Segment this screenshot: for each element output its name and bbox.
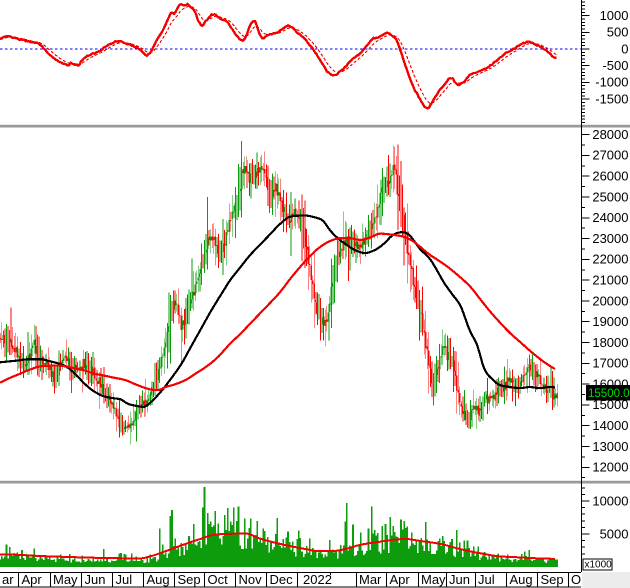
svg-text:Sep: Sep [178,572,201,587]
svg-text:12000: 12000 [592,460,628,475]
svg-text:Nov: Nov [239,572,263,587]
svg-text:Jul: Jul [478,572,495,587]
svg-text:-1000: -1000 [595,75,628,90]
svg-text:24000: 24000 [592,210,628,225]
svg-text:14000: 14000 [592,418,628,433]
svg-text:Dec: Dec [270,572,294,587]
svg-text:May: May [421,572,446,587]
svg-text:1000: 1000 [600,8,629,23]
svg-text:5000: 5000 [600,526,629,541]
svg-text:26000: 26000 [592,169,628,184]
svg-text:Oct: Oct [571,572,592,587]
svg-text:15000: 15000 [592,397,628,412]
svg-text:500: 500 [607,25,629,40]
svg-text:18000: 18000 [592,335,628,350]
svg-text:25000: 25000 [592,189,628,204]
svg-text:Apr: Apr [390,572,411,587]
svg-text:Apr: Apr [22,572,43,587]
svg-text:Aug: Aug [147,572,170,587]
svg-text:10000: 10000 [592,493,628,508]
svg-text:Jun: Jun [85,572,106,587]
svg-text:2022: 2022 [303,572,332,587]
svg-text:15500.00: 15500.00 [588,388,630,400]
svg-text:19000: 19000 [592,314,628,329]
svg-text:23000: 23000 [592,231,628,246]
svg-text:22000: 22000 [592,252,628,267]
svg-text:-500: -500 [602,58,628,73]
svg-text:Jun: Jun [449,572,470,587]
svg-text:21000: 21000 [592,273,628,288]
svg-text:13000: 13000 [592,439,628,454]
svg-text:ar: ar [2,572,14,587]
svg-text:27000: 27000 [592,148,628,163]
svg-text:17000: 17000 [592,356,628,371]
svg-text:Aug: Aug [510,572,533,587]
svg-text:Sep: Sep [541,572,564,587]
svg-text:Jul: Jul [116,572,133,587]
svg-text:Oct: Oct [208,572,229,587]
svg-text:0: 0 [621,41,628,56]
svg-text:28000: 28000 [592,127,628,142]
svg-text:May: May [53,572,78,587]
svg-text:Mar: Mar [359,572,382,587]
svg-text:20000: 20000 [592,293,628,308]
svg-text:x1000: x1000 [585,560,613,571]
svg-text:-1500: -1500 [595,91,628,106]
